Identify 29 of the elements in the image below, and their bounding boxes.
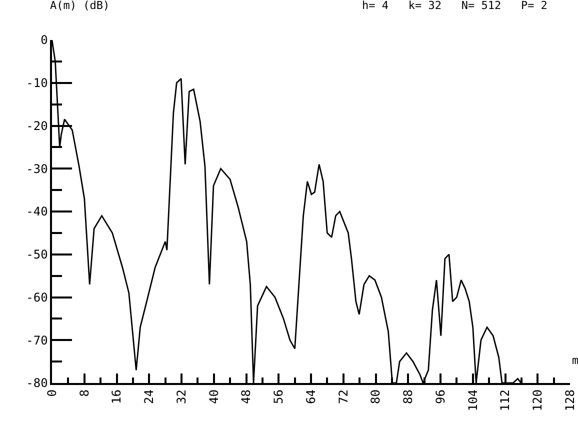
y-tick-label: -30 (26, 162, 48, 176)
y-tick-label: -80 (26, 376, 48, 390)
x-tick-label: 32 (174, 390, 188, 404)
x-tick-label: 80 (368, 390, 383, 404)
y-tick-label: 0 (40, 33, 48, 48)
x-tick-label: 72 (336, 390, 350, 404)
x-tick-label: 120 (530, 390, 545, 412)
y-tick-label: -70 (26, 333, 48, 348)
x-tick-label: 128 (562, 390, 577, 412)
x-tick-label: 0 (44, 390, 59, 397)
x-tick-label: 56 (272, 390, 286, 404)
x-tick-label: 16 (110, 390, 124, 404)
y-tick-label: -20 (26, 118, 48, 133)
y-tick-label: -10 (26, 76, 48, 90)
x-tick-label: 24 (142, 390, 156, 404)
x-tick-label: 40 (206, 390, 221, 404)
x-tick-label: 64 (304, 390, 318, 404)
y-tick-label: -50 (26, 248, 48, 262)
x-tick-label: 48 (239, 390, 254, 404)
x-axis-title: m (572, 354, 578, 367)
x-tick-label: 88 (401, 390, 416, 404)
chart-title: h= 4 k= 32 N= 512 P= 2 (362, 0, 548, 12)
x-tick-label: 96 (433, 390, 448, 404)
x-tick-label: 104 (466, 390, 480, 412)
x-tick-label: 8 (77, 390, 92, 397)
y-tick-label: -60 (26, 290, 48, 304)
x-tick-label: 112 (498, 390, 512, 412)
y-axis-title: A(m) (dB) (50, 0, 110, 12)
y-tick-label: -40 (26, 204, 48, 219)
